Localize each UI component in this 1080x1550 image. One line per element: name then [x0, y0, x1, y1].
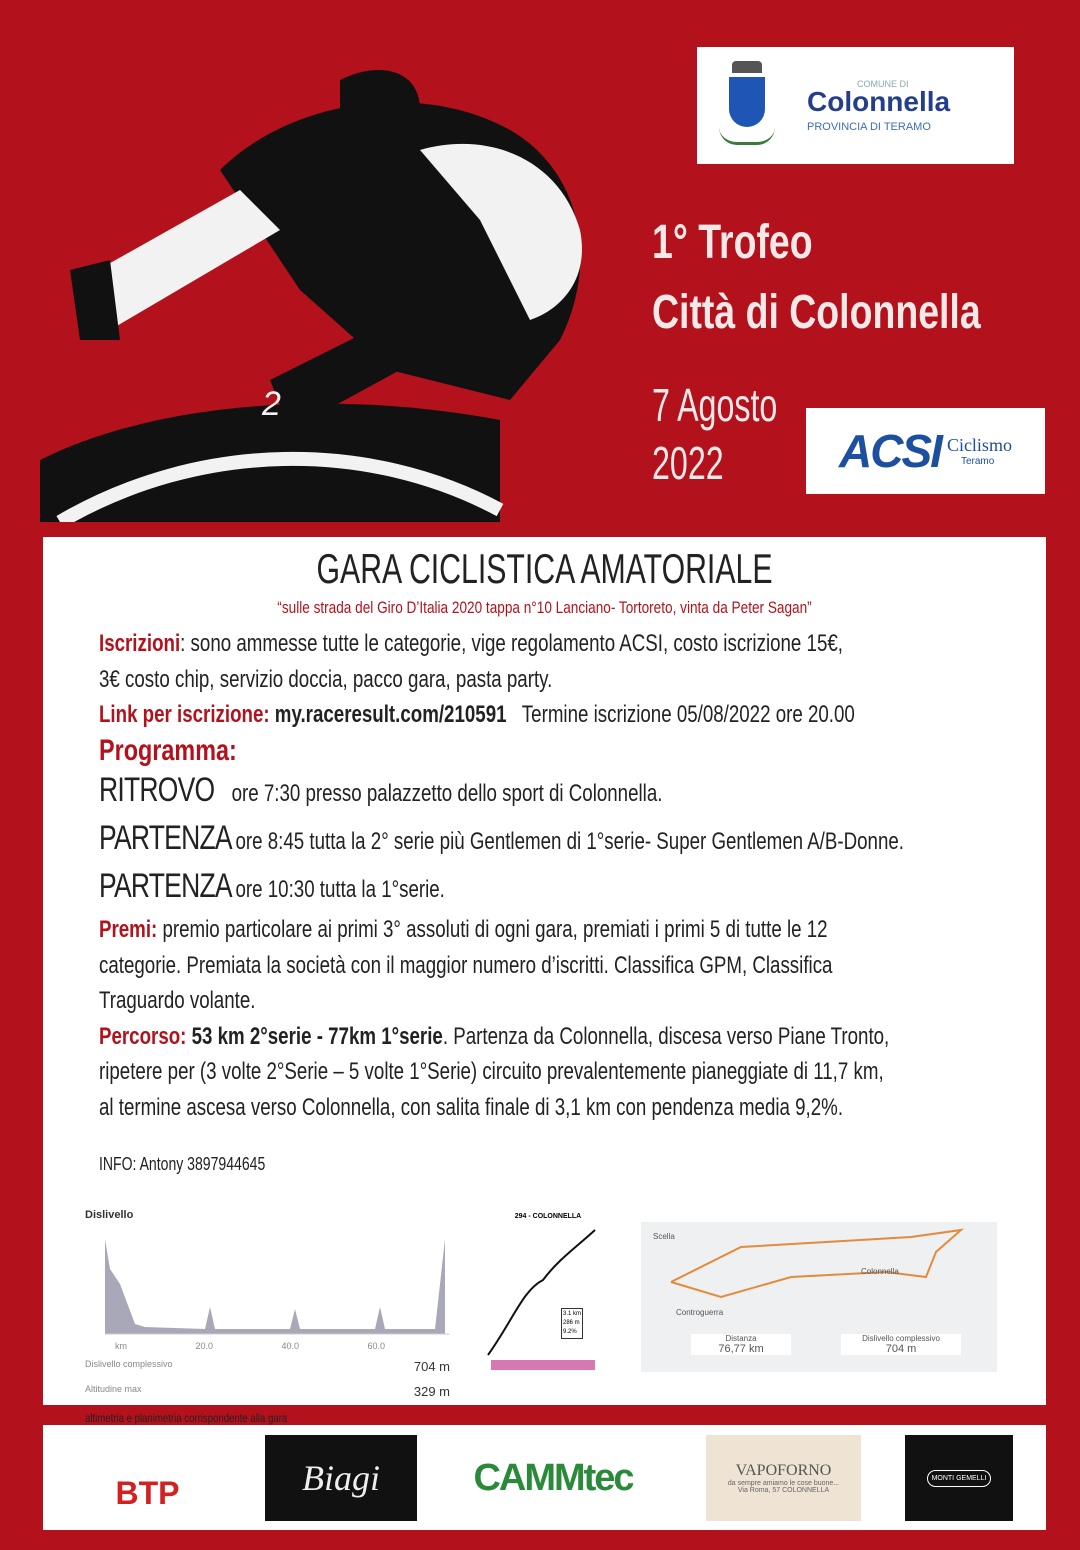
sponsor-btp-logo: BTP [70, 1435, 225, 1521]
race-info-card: GARA CICLISTICA AMATORIALE “sulle strada… [43, 537, 1046, 1425]
acsi-ciclismo-logo: ACSI Ciclismo Teramo [806, 408, 1045, 494]
climb-profile: 294 - COLONNELLA 3.1 km 286 m 9.2% [483, 1213, 613, 1398]
date-day: 7 Agosto [652, 379, 778, 431]
rider-number: 2 [261, 385, 281, 423]
climb-chart [487, 1229, 596, 1370]
title-line1: 1° Trofeo [652, 216, 813, 269]
title-line2: Città di Colonnella [652, 286, 981, 339]
date-year: 2022 [652, 437, 724, 489]
race-quote: “sulle strada del Giro D’Italia 2020 tap… [277, 598, 812, 617]
elevation-profile: Dislivello km 20.0 40.0 60.0 Dislivello com… [85, 1209, 465, 1425]
sponsor-monti-gemelli-logo: MONTI GEMELLI [905, 1435, 1013, 1521]
sponsor-biagi-logo: Biagi [265, 1435, 417, 1521]
race-details: Iscrizioni: sono ammesse tutte le catego… [99, 630, 904, 1174]
elevation-chart [105, 1239, 450, 1335]
comune-colonnella-logo: COMUNE DI Colonnella PROVINCIA DI TERAMO [697, 47, 1014, 164]
race-heading: GARA CICLISTICA AMATORIALE [316, 545, 773, 592]
sponsors-strip: BTP Biagi CAMMtec VAPOFORNO da sempre ami… [43, 1425, 1046, 1530]
sponsor-cammtec-logo: CAMMtec [473, 1456, 634, 1499]
route-map: Scella Colonnella Controguerra Distanza 7… [641, 1222, 997, 1372]
sponsor-vapoforno-logo: VAPOFORNO da sempre amiamo le cose buone.… [706, 1435, 861, 1521]
cyclist-illustration: 2 [40, 70, 582, 522]
coat-of-arms-icon [717, 60, 777, 151]
registration-link[interactable]: my.raceresult.com/210591 [274, 701, 507, 728]
